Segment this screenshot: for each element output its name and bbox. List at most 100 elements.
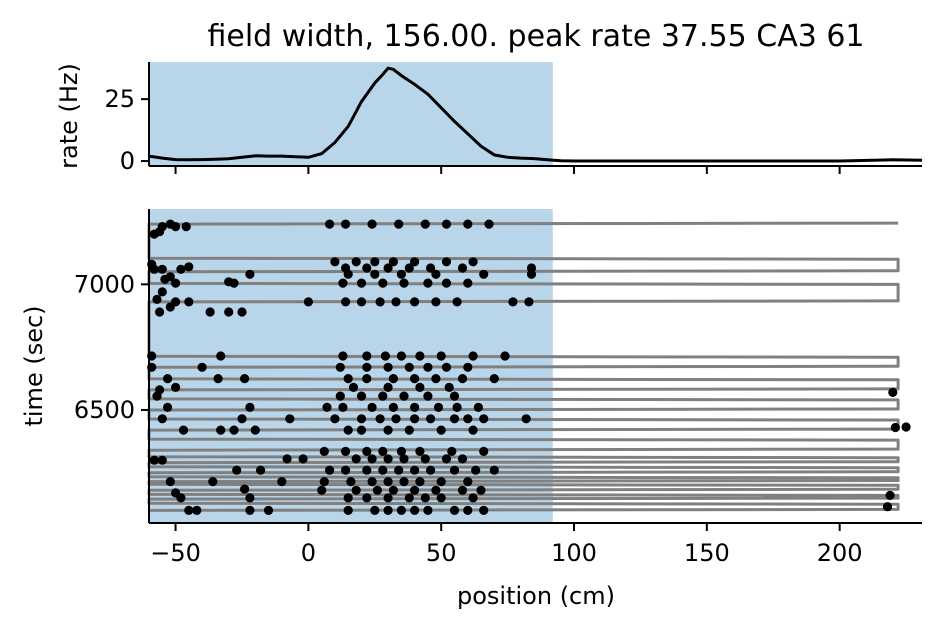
- spike-marker: [216, 351, 226, 361]
- x-axis-label: position (cm): [457, 582, 615, 610]
- spike-marker: [410, 374, 420, 384]
- spike-marker: [396, 446, 406, 456]
- spike-marker: [489, 465, 499, 475]
- spike-marker: [277, 477, 287, 487]
- spike-marker: [245, 493, 255, 503]
- spike-marker: [383, 425, 393, 435]
- trajectory-panel: 6500 7000 −50 0 50 100 150 200 time (sec) posit…: [20, 209, 922, 610]
- spike-marker: [362, 374, 372, 384]
- spike-marker: [213, 374, 223, 384]
- rate-ylabel: rate (Hz): [55, 63, 83, 169]
- trajectory-x-tick-label: 150: [684, 539, 730, 567]
- spike-marker: [171, 278, 181, 288]
- spike-marker: [375, 297, 385, 307]
- spike-marker: [152, 294, 162, 304]
- spike-marker: [444, 382, 454, 392]
- spike-marker: [441, 454, 452, 464]
- spike-marker: [410, 485, 420, 495]
- spike-marker: [415, 446, 425, 456]
- trajectory-x-tick-label: −50: [150, 539, 201, 567]
- spike-marker: [526, 269, 537, 279]
- spike-marker: [452, 402, 462, 412]
- spike-marker: [423, 362, 433, 372]
- spike-marker: [197, 362, 207, 372]
- spike-marker: [285, 414, 295, 424]
- spike-marker: [399, 477, 409, 487]
- spike-marker: [367, 454, 377, 464]
- rate-y-tick-label: 25: [104, 85, 135, 113]
- spike-marker: [157, 455, 167, 465]
- spike-marker: [431, 297, 441, 307]
- spike-marker: [378, 465, 388, 475]
- spike-marker: [356, 297, 367, 307]
- spike-marker: [441, 278, 452, 288]
- spike-marker: [375, 414, 385, 424]
- spike-marker: [463, 414, 473, 424]
- spike-marker: [479, 414, 489, 424]
- trajectory-axes: 6500 7000 −50 0 50 100 150 200: [74, 209, 922, 567]
- spike-marker: [388, 257, 398, 267]
- spike-marker: [888, 387, 898, 397]
- spike-marker: [410, 257, 420, 267]
- spike-marker: [245, 269, 255, 279]
- chart-title: field width, 156.00. peak rate 37.55 CA3…: [207, 19, 864, 54]
- spike-marker: [335, 362, 345, 372]
- rate-axes: 0 25: [104, 62, 922, 175]
- spike-marker: [319, 477, 329, 487]
- trajectory-x-tick-label: 200: [817, 539, 863, 567]
- spike-marker: [383, 362, 393, 372]
- trajectory-y-tick-label: 6500: [74, 396, 135, 424]
- spike-marker: [155, 385, 165, 395]
- spike-marker: [394, 465, 404, 475]
- spike-marker: [157, 264, 167, 274]
- spike-marker: [415, 477, 425, 487]
- spike-marker: [396, 351, 406, 361]
- spike-marker: [890, 422, 901, 433]
- spike-marker: [341, 465, 351, 475]
- spike-marker: [378, 446, 388, 456]
- spike-marker: [468, 351, 478, 361]
- spike-marker: [426, 414, 436, 424]
- spike-marker: [415, 351, 425, 361]
- spike-marker: [380, 351, 390, 361]
- spike-marker: [521, 414, 531, 424]
- spike-marker: [383, 454, 393, 464]
- rate-panel: 0 25 rate (Hz): [55, 62, 923, 175]
- spike-marker: [500, 351, 510, 361]
- spike-marker: [319, 446, 329, 456]
- spike-marker: [205, 307, 215, 317]
- spike-marker: [885, 490, 895, 500]
- spike-marker: [343, 505, 353, 515]
- spike-marker: [362, 446, 372, 456]
- rate-line: [148, 66, 923, 163]
- spike-marker: [436, 425, 446, 435]
- spike-marker: [383, 505, 393, 515]
- spike-marker: [463, 219, 473, 229]
- spike-marker: [317, 485, 327, 495]
- spike-marker: [372, 485, 382, 495]
- spike-marker: [396, 269, 406, 279]
- spike-marker: [431, 374, 441, 384]
- spike-marker: [229, 425, 239, 435]
- spike-marker: [157, 414, 167, 424]
- spike-marker: [341, 297, 351, 307]
- spike-marker: [322, 402, 332, 412]
- spike-marker: [157, 222, 167, 232]
- spike-marker: [362, 263, 372, 273]
- spike-marker: [436, 493, 446, 503]
- spike-marker: [338, 278, 348, 288]
- spike-marker: [449, 391, 460, 401]
- spike-marker: [426, 263, 436, 273]
- spike-marker: [436, 351, 446, 361]
- rate-y-tick-label: 0: [120, 147, 135, 175]
- spike-marker: [341, 219, 351, 229]
- spike-marker: [524, 297, 534, 307]
- spike-marker: [420, 219, 430, 229]
- spike-marker: [163, 374, 173, 384]
- spike-marker: [404, 493, 414, 503]
- spike-marker: [388, 485, 398, 495]
- spike-marker: [399, 391, 409, 401]
- spike-marker: [901, 422, 911, 432]
- spike-marker: [298, 454, 308, 464]
